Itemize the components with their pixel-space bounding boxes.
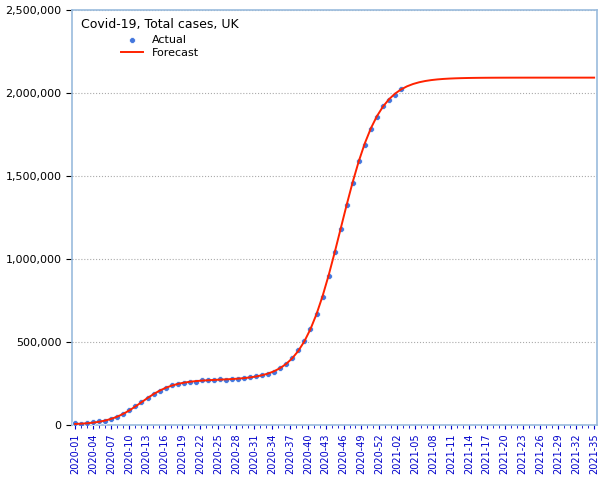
Forecast [590, 75, 598, 81]
Legend: Actual, Forecast: Actual, Forecast [77, 15, 242, 61]
Actual [342, 201, 352, 209]
Actual [113, 413, 122, 420]
Actual [215, 375, 225, 383]
Actual [100, 417, 110, 425]
Actual [143, 394, 152, 402]
Actual [269, 368, 279, 376]
Actual [287, 354, 297, 361]
Actual [299, 337, 309, 345]
Actual [366, 125, 376, 132]
Actual [82, 419, 92, 427]
Actual [354, 157, 364, 165]
Actual [197, 377, 207, 384]
Actual [185, 378, 195, 386]
Actual [281, 360, 291, 368]
Actual [191, 378, 201, 386]
Actual [70, 420, 80, 427]
Actual [94, 417, 104, 425]
Actual [245, 373, 255, 381]
Actual [203, 376, 213, 384]
Actual [336, 225, 345, 233]
Forecast [223, 376, 230, 382]
Actual [227, 375, 237, 383]
Actual [390, 91, 400, 99]
Actual [125, 407, 134, 414]
Actual [119, 410, 128, 418]
Actual [293, 347, 303, 354]
Actual [161, 384, 171, 392]
Actual [137, 398, 146, 406]
Actual [149, 390, 159, 398]
Actual [275, 364, 285, 372]
Line: Forecast: Forecast [75, 78, 594, 424]
Forecast [71, 421, 79, 427]
Actual [251, 372, 261, 380]
Actual [257, 371, 267, 379]
Actual [378, 103, 388, 110]
Actual [155, 387, 165, 395]
Forecast [186, 379, 194, 384]
Actual [88, 418, 98, 426]
Actual [306, 325, 315, 333]
Actual [360, 141, 370, 149]
Actual [221, 376, 231, 384]
Actual [312, 311, 321, 318]
Actual [372, 113, 382, 121]
Actual [396, 85, 406, 93]
Forecast [289, 355, 296, 361]
Actual [106, 415, 116, 422]
Forecast [331, 250, 338, 255]
Actual [209, 376, 219, 384]
Actual [263, 370, 273, 378]
Actual [239, 374, 249, 382]
Actual [318, 293, 327, 300]
Actual [233, 375, 243, 383]
Actual [76, 420, 86, 427]
Actual [167, 381, 177, 389]
Forecast [494, 75, 501, 81]
Actual [384, 96, 394, 104]
Actual [330, 248, 339, 255]
Actual [324, 273, 333, 280]
Actual [179, 379, 189, 386]
Forecast [156, 388, 163, 394]
Actual [131, 403, 140, 410]
Actual [348, 179, 358, 187]
Actual [173, 380, 183, 388]
